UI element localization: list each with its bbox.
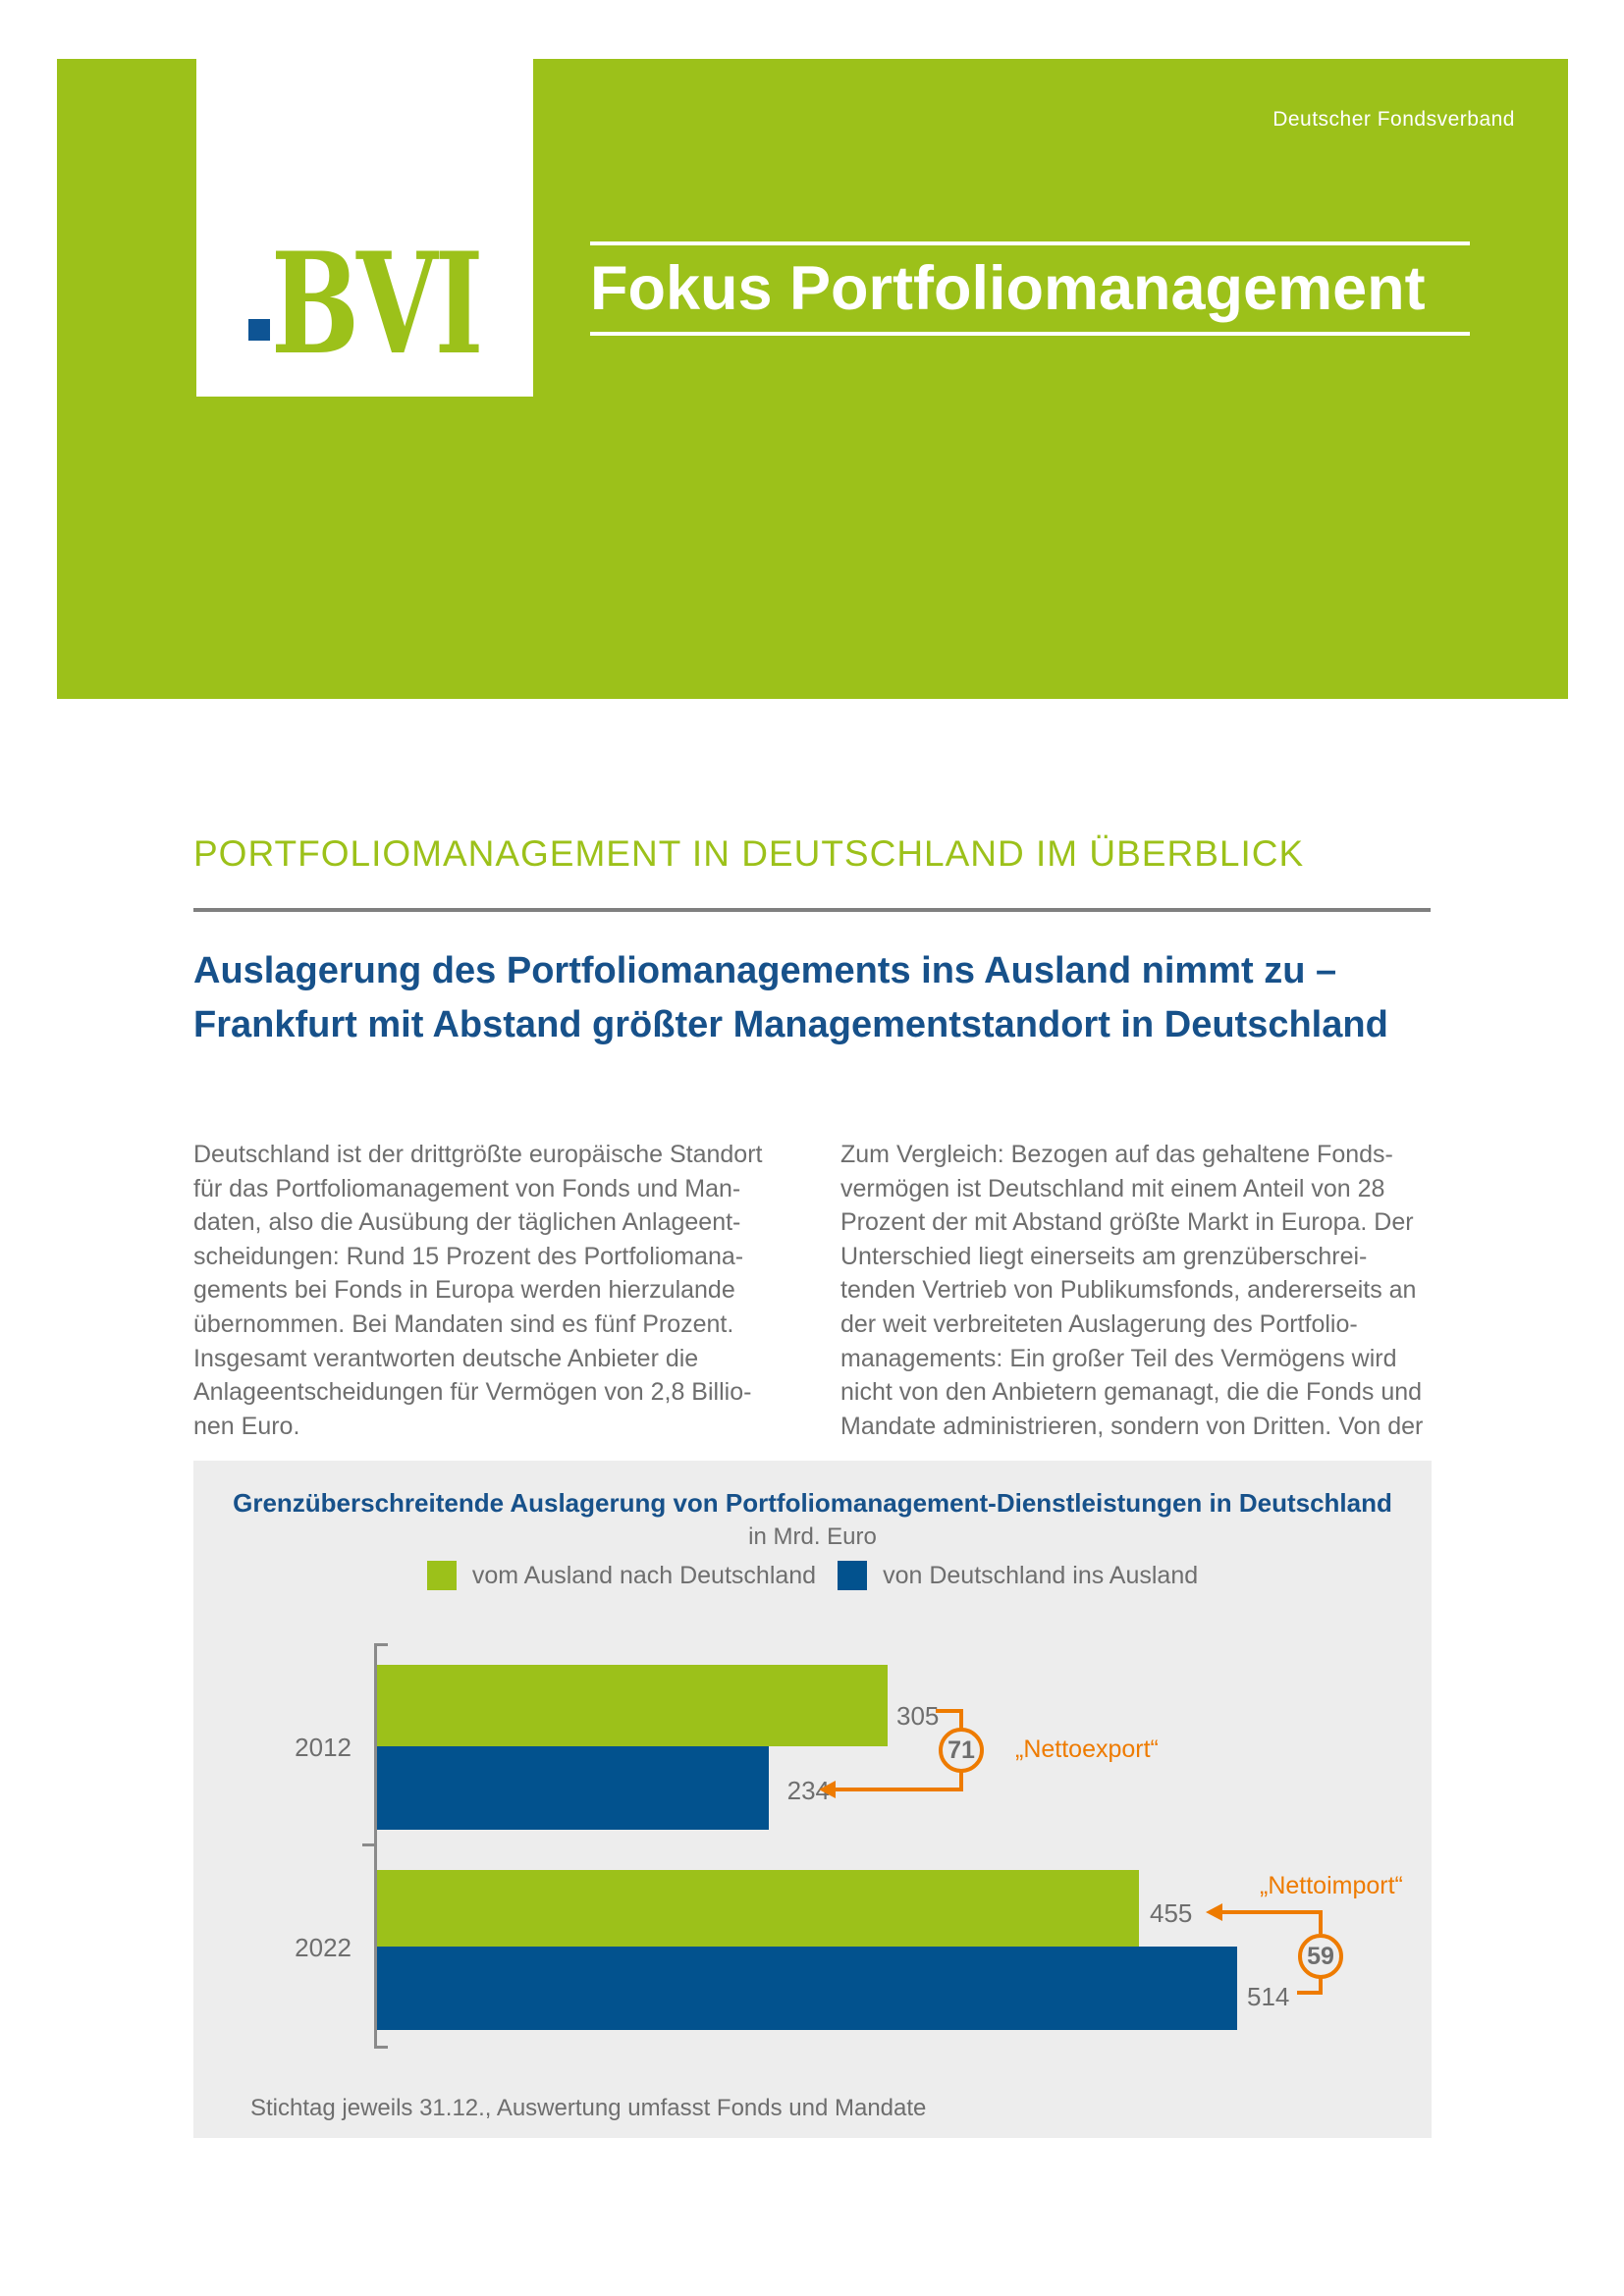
nettoimport-label: „Nettoimport“ xyxy=(1260,1872,1403,1899)
nettoexport-arrow-line xyxy=(835,1788,963,1791)
header-banner: Deutscher Fondsverband BVI Fokus Portfol… xyxy=(57,59,1568,699)
category-label-2012: 2012 xyxy=(295,1733,352,1762)
chart-subtitle: in Mrd. Euro xyxy=(748,1523,877,1550)
banner-title: Fokus Portfoliomanagement xyxy=(590,254,1426,323)
axis-tick-middle xyxy=(362,1843,376,1846)
nettoexport-bracket-upper xyxy=(959,1709,963,1731)
headline-line-1: Auslagerung des Portfoliomanagements ins… xyxy=(193,950,1337,991)
nettoexport-arrowhead-icon xyxy=(819,1781,836,1798)
nettoimport-bracket-stub xyxy=(1297,1991,1323,1995)
nettoexport-circle: 71 xyxy=(939,1728,984,1773)
legend-item-outbound: von Deutschland ins Ausland xyxy=(838,1561,1198,1590)
banner-title-block: Fokus Portfoliomanagement xyxy=(590,241,1470,336)
nettoimport-bracket-lower xyxy=(1319,1977,1323,1993)
nettoexport-label: „Nettoexport“ xyxy=(1015,1735,1159,1763)
bvi-logo-text: BVI xyxy=(271,223,483,386)
chart-legend: vom Ausland nach Deutschland von Deutsch… xyxy=(193,1561,1432,1590)
body-column-left: Deutschland ist der drittgrößte europäis… xyxy=(193,1141,763,1440)
nettoimport-circle: 59 xyxy=(1298,1934,1343,1979)
bar-2022-outbound xyxy=(377,1947,1237,2030)
value-label-2022-inbound: 455 xyxy=(1150,1898,1193,1928)
chart-title: Grenzüberschreitende Auslagerung von Por… xyxy=(233,1488,1392,1518)
section-kicker: PORTFOLIOMANAGEMENT IN DEUTSCHLAND IM ÜB… xyxy=(193,833,1305,874)
bvi-logo-dot-icon xyxy=(248,319,270,341)
chart-footnote: Stichtag jeweils 31.12., Auswertung umfa… xyxy=(250,2095,927,2121)
brand-claim: Deutscher Fondsverband xyxy=(1272,108,1515,131)
legend-swatch-green xyxy=(426,1561,457,1590)
value-label-2022-outbound: 514 xyxy=(1247,1982,1290,2011)
bar-2022-inbound xyxy=(377,1870,1139,1947)
nettoimport-bracket-upper xyxy=(1319,1910,1323,1934)
axis-tick-bottom xyxy=(374,2046,388,2049)
chart-panel: Grenzüberschreitende Auslagerung von Por… xyxy=(193,1461,1432,2138)
nettoimport-value: 59 xyxy=(1307,1942,1334,1970)
nettoexport-bracket-stub xyxy=(936,1709,961,1713)
bar-2012-outbound xyxy=(377,1746,769,1830)
category-label-2022: 2022 xyxy=(295,1933,352,1962)
nettoexport-bracket-lower xyxy=(959,1772,963,1789)
legend-swatch-blue xyxy=(838,1561,868,1590)
section-divider xyxy=(193,908,1431,912)
headline-line-2: Frankfurt mit Abstand größter Management… xyxy=(193,1004,1388,1045)
nettoimport-arrowhead-icon xyxy=(1206,1903,1222,1921)
legend-label-outbound: von Deutschland ins Ausland xyxy=(883,1561,1199,1589)
axis-tick-top xyxy=(374,1643,388,1646)
nettoexport-value: 71 xyxy=(947,1735,975,1764)
value-label-2012-inbound: 305 xyxy=(896,1701,940,1731)
nettoimport-arrow-line xyxy=(1222,1910,1321,1914)
bvi-logo: BVI xyxy=(196,59,533,397)
body-column-right: Zum Vergleich: Bezogen auf das gehaltene… xyxy=(840,1141,1424,1440)
legend-label-inbound: vom Ausland nach Deutschland xyxy=(471,1561,817,1589)
legend-item-inbound: vom Ausland nach Deutschland xyxy=(426,1561,817,1590)
article-headline: Auslagerung des Portfoliomanagements ins… xyxy=(193,944,1388,1052)
bar-2012-inbound xyxy=(377,1665,888,1746)
